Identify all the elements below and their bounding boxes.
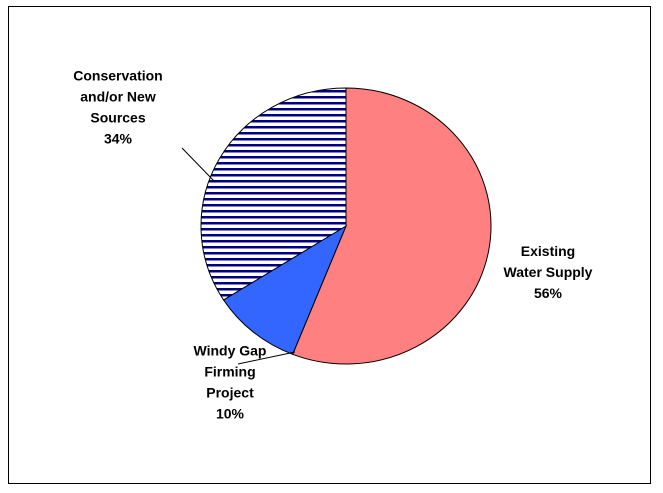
- slice-name-line: Firming: [204, 364, 255, 380]
- slice-name-line: Existing: [521, 243, 575, 259]
- leader-line-2: [237, 351, 296, 365]
- slice-name-line: Water Supply: [504, 264, 593, 280]
- leader-line-3: [181, 147, 216, 183]
- slice-name-line: Conservation: [73, 68, 162, 84]
- slice-name-line: Windy Gap: [194, 343, 267, 359]
- slice-label-3: Conservation and/or New Sources 34%: [73, 68, 162, 147]
- pie-slice-3: [200, 87, 347, 301]
- slice-value-label: 10%: [216, 406, 245, 422]
- slice-value-label: 34%: [104, 131, 133, 147]
- slice-value-label: 56%: [534, 285, 563, 301]
- slice-label-2: Windy Gap Firming Project 10%: [194, 343, 267, 422]
- pie-slice-1: [291, 87, 492, 365]
- slice-name-line: Sources: [90, 110, 145, 126]
- slice-name-line: Project: [206, 385, 254, 401]
- slice-name-line: and/or New: [80, 89, 156, 105]
- slice-label-1: Existing Water Supply 56%: [504, 243, 593, 301]
